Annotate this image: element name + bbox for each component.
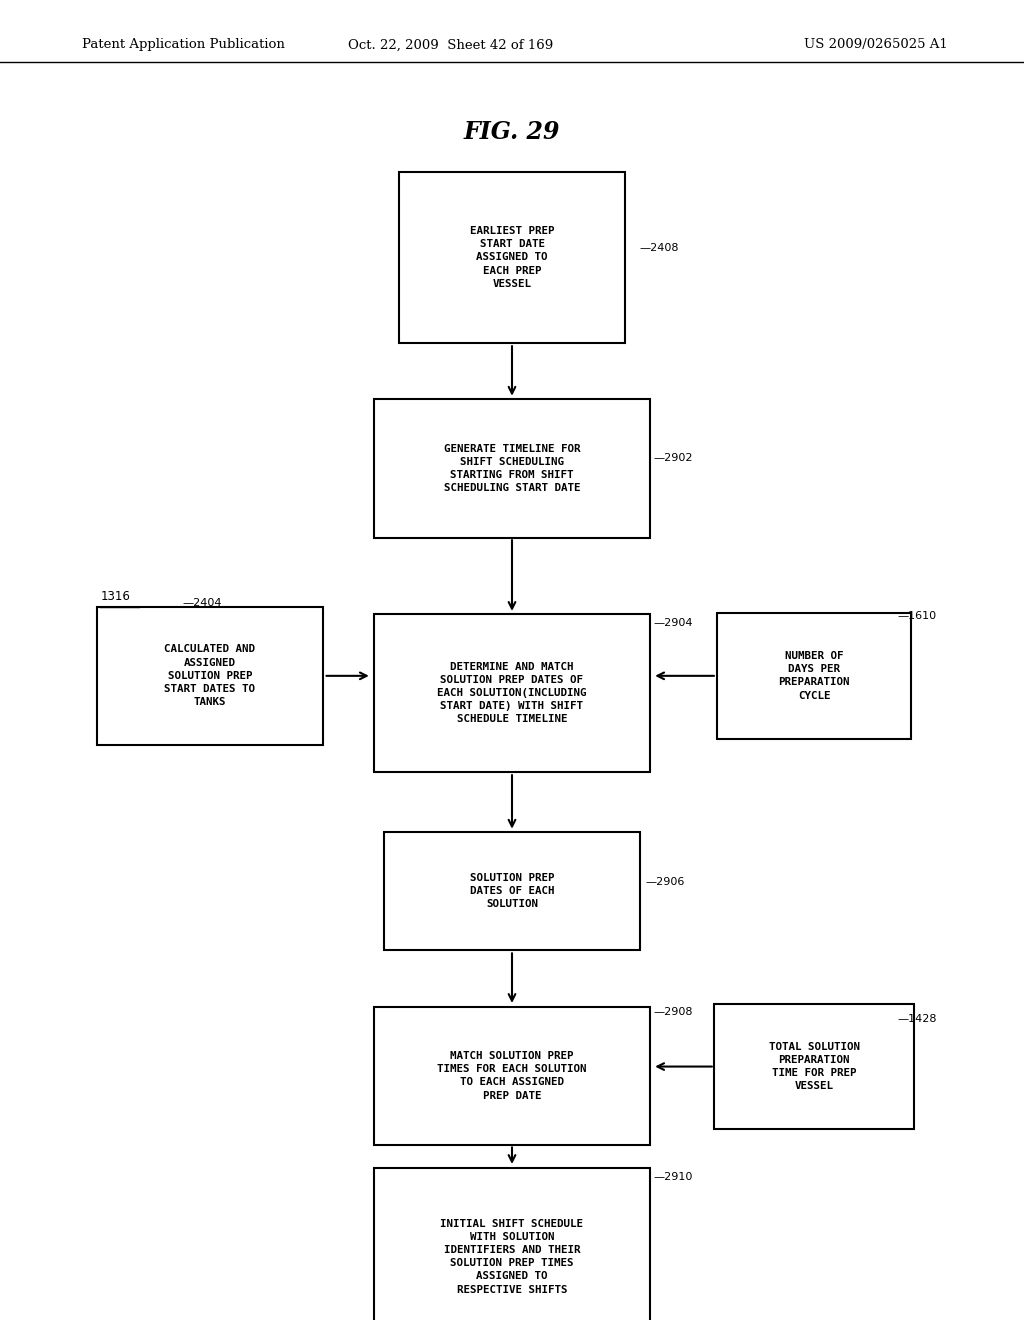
Text: —2904: —2904 <box>653 618 693 628</box>
Text: INITIAL SHIFT SCHEDULE
WITH SOLUTION
IDENTIFIERS AND THEIR
SOLUTION PREP TIMES
A: INITIAL SHIFT SCHEDULE WITH SOLUTION IDE… <box>440 1218 584 1295</box>
Text: —1428: —1428 <box>897 1014 937 1024</box>
Text: —1610: —1610 <box>897 611 936 622</box>
Text: —2910: —2910 <box>653 1172 692 1183</box>
Text: —2902: —2902 <box>653 453 693 463</box>
FancyBboxPatch shape <box>97 607 323 744</box>
Text: MATCH SOLUTION PREP
TIMES FOR EACH SOLUTION
TO EACH ASSIGNED
PREP DATE: MATCH SOLUTION PREP TIMES FOR EACH SOLUT… <box>437 1051 587 1101</box>
Text: GENERATE TIMELINE FOR
SHIFT SCHEDULING
STARTING FROM SHIFT
SCHEDULING START DATE: GENERATE TIMELINE FOR SHIFT SCHEDULING S… <box>443 444 581 494</box>
Text: DETERMINE AND MATCH
SOLUTION PREP DATES OF
EACH SOLUTION(INCLUDING
START DATE) W: DETERMINE AND MATCH SOLUTION PREP DATES … <box>437 661 587 725</box>
Text: —2906: —2906 <box>645 876 684 887</box>
FancyBboxPatch shape <box>384 832 640 950</box>
Text: CALCULATED AND
ASSIGNED
SOLUTION PREP
START DATES TO
TANKS: CALCULATED AND ASSIGNED SOLUTION PREP ST… <box>165 644 255 708</box>
Text: TOTAL SOLUTION
PREPARATION
TIME FOR PREP
VESSEL: TOTAL SOLUTION PREPARATION TIME FOR PREP… <box>769 1041 859 1092</box>
FancyBboxPatch shape <box>399 172 625 343</box>
FancyBboxPatch shape <box>374 1167 650 1320</box>
Text: —2908: —2908 <box>653 1007 693 1018</box>
Text: —2408: —2408 <box>639 243 679 253</box>
FancyBboxPatch shape <box>374 1006 650 1144</box>
FancyBboxPatch shape <box>715 1003 914 1129</box>
Text: EARLIEST PREP
START DATE
ASSIGNED TO
EACH PREP
VESSEL: EARLIEST PREP START DATE ASSIGNED TO EAC… <box>470 226 554 289</box>
Text: Oct. 22, 2009  Sheet 42 of 169: Oct. 22, 2009 Sheet 42 of 169 <box>348 38 553 51</box>
Text: SOLUTION PREP
DATES OF EACH
SOLUTION: SOLUTION PREP DATES OF EACH SOLUTION <box>470 873 554 909</box>
Text: NUMBER OF
DAYS PER
PREPARATION
CYCLE: NUMBER OF DAYS PER PREPARATION CYCLE <box>778 651 850 701</box>
Text: Patent Application Publication: Patent Application Publication <box>82 38 285 51</box>
Text: 1316: 1316 <box>100 590 130 603</box>
FancyBboxPatch shape <box>374 614 650 772</box>
Text: FIG. 29: FIG. 29 <box>464 120 560 144</box>
Text: US 2009/0265025 A1: US 2009/0265025 A1 <box>804 38 947 51</box>
Text: —2404: —2404 <box>182 598 222 609</box>
FancyBboxPatch shape <box>717 612 911 739</box>
FancyBboxPatch shape <box>374 399 650 539</box>
